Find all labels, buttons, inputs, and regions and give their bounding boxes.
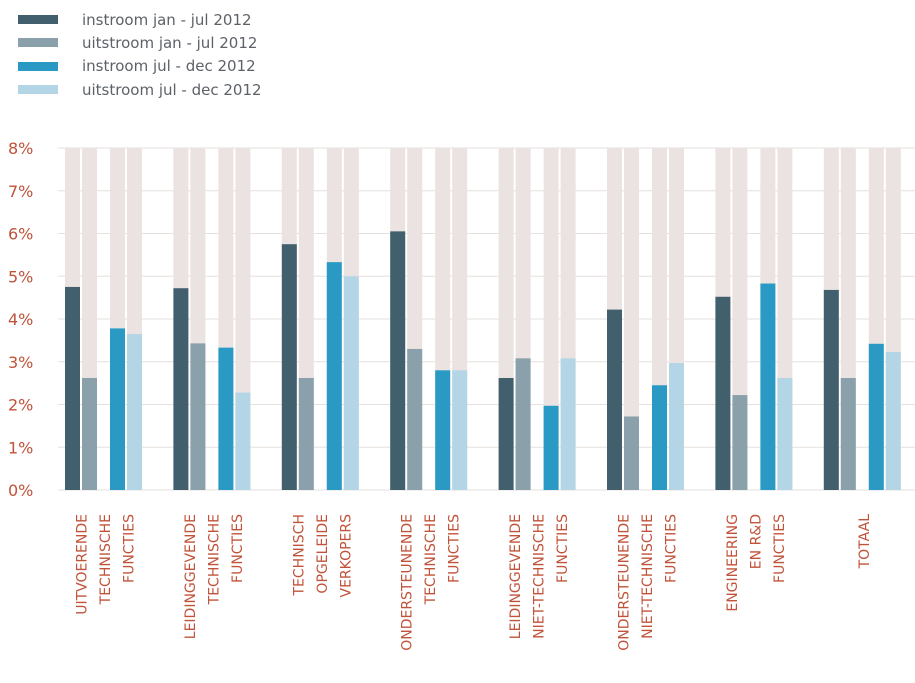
legend: instroom jan - jul 2012 uitstroom jan - … bbox=[18, 8, 262, 101]
x-tick-label: NIET-TECHNISCHE bbox=[532, 514, 548, 639]
legend-label-3: instroom jul - dec 2012 bbox=[82, 57, 256, 76]
x-tick-label: FUNCTIES bbox=[447, 514, 463, 583]
bar bbox=[777, 377, 793, 490]
bar bbox=[840, 377, 856, 490]
bar bbox=[868, 343, 884, 490]
x-tick-label: TECHNISCHE bbox=[423, 514, 439, 605]
bar bbox=[652, 385, 667, 490]
bar bbox=[281, 244, 297, 490]
bar bbox=[343, 276, 359, 490]
y-tick-label: 8% bbox=[8, 139, 33, 158]
x-tick-label: VERKOPERS bbox=[338, 514, 354, 598]
bar bbox=[715, 296, 731, 490]
legend-label-2: uitstroom jan - jul 2012 bbox=[82, 33, 258, 52]
legend-swatch-3 bbox=[18, 61, 58, 71]
bar bbox=[515, 358, 531, 490]
x-tick-label: TECHNISCHE bbox=[206, 514, 222, 605]
bar bbox=[390, 231, 406, 491]
x-tick-label: TOTAAL bbox=[857, 514, 873, 570]
bar-background bbox=[543, 148, 559, 490]
bar bbox=[452, 370, 468, 490]
y-tick-label: 6% bbox=[8, 225, 33, 244]
bar bbox=[823, 289, 839, 490]
x-tick-label: ENGINEERING bbox=[725, 514, 741, 612]
bar bbox=[65, 286, 80, 490]
x-tick-label: FUNCTIES bbox=[664, 514, 680, 583]
y-tick-label: 4% bbox=[8, 310, 33, 329]
x-tick-label: FUNCTIES bbox=[122, 514, 138, 583]
x-tick-label: ONDERSTEUNENDE bbox=[400, 514, 416, 651]
bar bbox=[190, 343, 206, 490]
bar bbox=[127, 333, 142, 490]
y-tick-label: 5% bbox=[8, 267, 33, 286]
y-tick-label: 3% bbox=[8, 353, 33, 372]
bar bbox=[235, 392, 251, 490]
bar bbox=[624, 416, 639, 490]
bar bbox=[435, 370, 451, 490]
legend-swatch-4 bbox=[18, 85, 58, 95]
x-tick-label: LEIDINGGEVENDE bbox=[508, 514, 524, 639]
bar bbox=[543, 405, 559, 490]
bar bbox=[218, 347, 234, 490]
legend-swatch-1 bbox=[18, 15, 58, 25]
legend-label-1: instroom jan - jul 2012 bbox=[82, 10, 252, 29]
bar bbox=[326, 262, 342, 490]
x-tick-label: ONDERSTEUNENDE bbox=[617, 514, 633, 651]
bar bbox=[760, 283, 776, 490]
x-tick-label: LEIDINGGEVENDE bbox=[183, 514, 199, 639]
legend-item-1: instroom jan - jul 2012 bbox=[18, 8, 262, 31]
x-tick-label: FUNCTIES bbox=[772, 514, 788, 583]
legend-item-2: uitstroom jan - jul 2012 bbox=[18, 31, 262, 54]
x-tick-label: TECHNISCH bbox=[291, 514, 307, 597]
bar bbox=[560, 358, 576, 490]
y-tick-label: 2% bbox=[8, 396, 33, 415]
bar bbox=[407, 348, 423, 490]
bar bbox=[298, 377, 314, 490]
x-tick-label: NIET-TECHNISCHE bbox=[640, 514, 656, 639]
legend-label-4: uitstroom jul - dec 2012 bbox=[82, 80, 262, 99]
bar bbox=[498, 377, 514, 490]
bar bbox=[82, 377, 97, 490]
bar bbox=[110, 328, 125, 490]
bar-background bbox=[624, 148, 639, 490]
x-tick-label: OPGELEIDE bbox=[315, 514, 331, 594]
x-tick-label: FUNCTIES bbox=[230, 514, 246, 583]
legend-item-3: instroom jul - dec 2012 bbox=[18, 55, 262, 78]
y-tick-label: 0% bbox=[8, 481, 33, 500]
bar bbox=[885, 351, 901, 490]
y-tick-label: 1% bbox=[8, 438, 33, 457]
x-tick-label: EN R&D bbox=[748, 514, 764, 569]
x-tick-label: FUNCTIES bbox=[555, 514, 571, 583]
bar bbox=[669, 363, 684, 490]
legend-item-4: uitstroom jul - dec 2012 bbox=[18, 78, 262, 101]
bar bbox=[607, 309, 622, 490]
x-tick-label: TECHNISCHE bbox=[98, 514, 114, 605]
bar bbox=[173, 288, 189, 490]
legend-swatch-2 bbox=[18, 38, 58, 48]
y-tick-label: 7% bbox=[8, 182, 33, 201]
x-tick-label: UITVOERENDE bbox=[75, 514, 91, 615]
bar bbox=[732, 395, 748, 490]
